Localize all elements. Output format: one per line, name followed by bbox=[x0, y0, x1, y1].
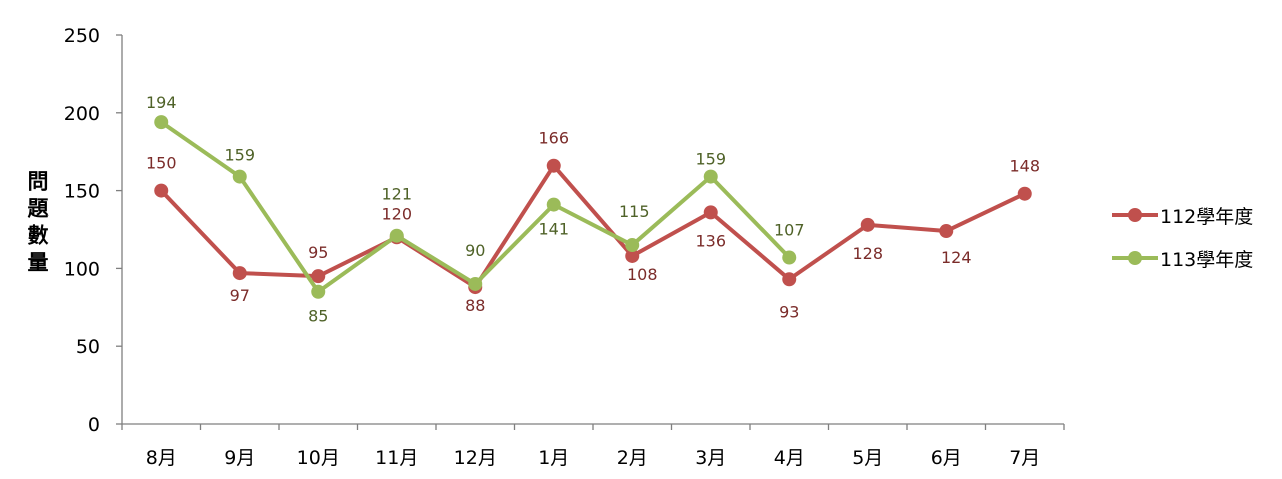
y-tick-label: 50 bbox=[76, 336, 100, 358]
data-label: 93 bbox=[779, 302, 799, 321]
data-label: 194 bbox=[146, 93, 177, 112]
data-label: 148 bbox=[1009, 157, 1040, 176]
y-tick-label: 250 bbox=[64, 25, 100, 47]
data-label: 166 bbox=[538, 129, 569, 148]
data-point bbox=[782, 272, 797, 287]
x-tick-label: 2月 bbox=[617, 447, 648, 469]
data-point bbox=[389, 228, 404, 243]
data-point bbox=[154, 115, 169, 130]
x-tick-label: 9月 bbox=[224, 447, 255, 469]
data-point bbox=[625, 238, 640, 253]
data-label: 128 bbox=[852, 244, 883, 263]
y-axis-title: 問題數量 bbox=[25, 170, 49, 278]
y-tick-label: 0 bbox=[88, 414, 100, 436]
data-label: 121 bbox=[381, 185, 412, 204]
data-label: 90 bbox=[465, 241, 485, 260]
data-point bbox=[311, 269, 326, 284]
y-tick-label: 100 bbox=[64, 258, 100, 280]
x-tick-label: 7月 bbox=[1009, 447, 1040, 469]
data-point bbox=[232, 266, 247, 281]
data-point bbox=[232, 169, 247, 184]
x-tick-label: 1月 bbox=[538, 447, 569, 469]
data-label: 150 bbox=[146, 154, 177, 173]
data-point bbox=[939, 224, 954, 239]
data-point bbox=[703, 169, 718, 184]
data-point bbox=[154, 183, 169, 198]
x-tick-label: 8月 bbox=[146, 447, 177, 469]
data-point bbox=[625, 248, 640, 263]
x-tick-label: 3月 bbox=[695, 447, 726, 469]
data-point bbox=[546, 158, 561, 173]
data-point bbox=[782, 250, 797, 265]
data-label: 115 bbox=[619, 202, 650, 221]
chart-axes: 0 50 100 150 200 250 8月 9月 10月 11月 12月 1月 2月 3月 4月 5月 6月… bbox=[64, 25, 1065, 469]
data-label: 95 bbox=[308, 243, 328, 262]
legend-item-112: 112學年度 bbox=[1110, 200, 1280, 230]
data-label: 159 bbox=[695, 150, 726, 169]
data-label: 88 bbox=[465, 296, 485, 315]
y-tick-label: 200 bbox=[64, 103, 100, 125]
series-layer bbox=[154, 115, 1032, 299]
legend-item-113: 113學年度 bbox=[1110, 243, 1280, 273]
data-label: 159 bbox=[224, 146, 255, 165]
x-tick-label: 6月 bbox=[931, 447, 962, 469]
data-label: 120 bbox=[381, 204, 412, 223]
legend-marker-113 bbox=[1112, 251, 1158, 265]
legend-label-112: 112學年度 bbox=[1160, 206, 1254, 228]
x-tick-label: 4月 bbox=[774, 447, 805, 469]
data-point bbox=[860, 217, 875, 232]
y-tick-label: 150 bbox=[64, 181, 100, 203]
legend-label-113: 113學年度 bbox=[1160, 249, 1254, 271]
data-label: 85 bbox=[308, 307, 328, 326]
legend-marker-112 bbox=[1112, 208, 1158, 222]
data-labels: 150 97 95 120 88 166 108 136 93 128 124 148 194 159 85… bbox=[146, 93, 1040, 326]
data-label: 136 bbox=[695, 231, 726, 250]
series-line-1 bbox=[160, 120, 791, 294]
data-point bbox=[703, 205, 718, 220]
data-point bbox=[468, 276, 483, 291]
data-label: 108 bbox=[627, 265, 658, 284]
data-point bbox=[311, 284, 326, 299]
data-label: 124 bbox=[941, 248, 972, 267]
x-tick-label: 12月 bbox=[454, 447, 497, 469]
data-point bbox=[546, 197, 561, 212]
data-label: 97 bbox=[230, 286, 250, 305]
data-label: 107 bbox=[774, 221, 805, 240]
x-tick-label: 11月 bbox=[375, 447, 418, 469]
data-label: 141 bbox=[538, 220, 569, 239]
data-point bbox=[1017, 186, 1032, 201]
x-tick-label: 10月 bbox=[297, 447, 340, 469]
x-tick-label: 5月 bbox=[852, 447, 883, 469]
